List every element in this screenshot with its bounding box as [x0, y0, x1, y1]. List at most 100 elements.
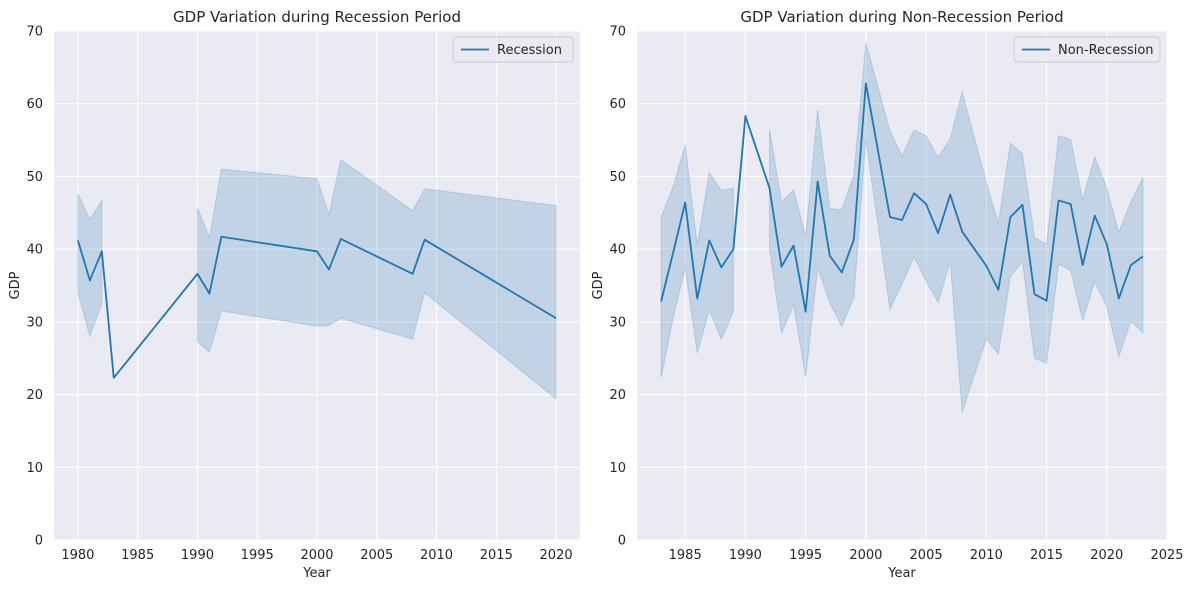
ci-band [196, 158, 557, 400]
data-point [1081, 263, 1085, 267]
ci-band [660, 145, 734, 378]
ci-band [769, 42, 1144, 413]
data-point [912, 191, 916, 195]
y-tick-label: 30 [609, 315, 626, 330]
y-axis-label: GDP [8, 271, 23, 299]
legend-label: Recession [497, 43, 562, 58]
x-tick-label: 2005 [360, 548, 393, 563]
data-point [423, 238, 427, 242]
y-tick-label: 60 [609, 97, 626, 112]
x-tick-label: 1985 [669, 548, 702, 563]
series-line-non-recession [660, 82, 1144, 313]
x-tick-label: 1995 [241, 548, 274, 563]
x-tick-label: 2005 [910, 548, 943, 563]
data-point [960, 230, 964, 234]
x-tick-label: 2020 [540, 548, 573, 563]
grid [637, 30, 1168, 541]
data-point [1045, 299, 1049, 303]
data-point [1020, 203, 1024, 207]
data-point [1105, 242, 1109, 246]
y-tick-label: 0 [35, 534, 43, 549]
y-axis-label: GDP [591, 271, 606, 299]
data-point [339, 237, 343, 241]
data-point [112, 376, 116, 380]
data-point [683, 201, 687, 205]
y-tick-label: 40 [26, 243, 43, 258]
y-tick-label: 60 [26, 97, 43, 112]
data-point [1008, 215, 1012, 219]
data-point [1033, 292, 1037, 296]
legend-label: Non-Recession [1058, 43, 1154, 58]
data-point [327, 268, 331, 272]
data-point [792, 244, 796, 248]
x-tick-label: 1990 [729, 548, 762, 563]
x-tick-label: 1995 [789, 548, 822, 563]
chart-title: GDP Variation during Non-Recession Perio… [740, 8, 1063, 26]
data-point [695, 297, 699, 301]
data-point [100, 249, 104, 253]
x-tick-label: 2010 [420, 548, 453, 563]
data-point [659, 299, 663, 303]
x-axis-label: Year [887, 566, 916, 581]
data-point [780, 265, 784, 269]
y-tick-label: 50 [609, 170, 626, 185]
data-point [554, 316, 558, 320]
data-point [948, 193, 952, 197]
data-point [1069, 202, 1073, 206]
y-tick-label: 30 [26, 315, 43, 330]
data-point [1093, 214, 1097, 218]
data-point [76, 238, 80, 242]
plot-area [637, 31, 1167, 540]
data-point [219, 235, 223, 239]
data-point [1129, 263, 1133, 267]
data-point [816, 180, 820, 184]
data-point [719, 265, 723, 269]
data-point [768, 186, 772, 190]
series-line-recession [77, 235, 557, 379]
data-point [840, 270, 844, 274]
x-axis-label: Year [302, 566, 331, 581]
data-point [1141, 254, 1145, 258]
data-point [707, 238, 711, 242]
data-point [88, 278, 92, 282]
x-tick-label: 2020 [1090, 548, 1123, 563]
data-point [936, 231, 940, 235]
data-point [743, 114, 747, 118]
x-tick-label: 1990 [181, 548, 214, 563]
data-point [924, 202, 928, 206]
data-point [900, 218, 904, 222]
x-tick-label: 2025 [1150, 548, 1183, 563]
x-tick-label: 1985 [121, 548, 154, 563]
data-point [852, 238, 856, 242]
subplot-non-recession: 1985 1990 1995 2000 2005 2010 2015 2020 2025 0 10 2… [591, 8, 1184, 581]
y-tick-label: 50 [26, 170, 43, 185]
y-tick-label: 20 [609, 388, 626, 403]
y-tick-label: 0 [618, 534, 626, 549]
data-point [195, 272, 199, 276]
chart-title: GDP Variation during Recession Period [173, 8, 461, 26]
x-tick-label: 2000 [300, 548, 333, 563]
data-point [828, 254, 832, 258]
data-point [984, 264, 988, 268]
legend-frame [452, 36, 574, 63]
data-point [1057, 198, 1061, 202]
y-tick-label: 20 [26, 388, 43, 403]
data-point [671, 251, 675, 255]
x-tick-label: 2015 [480, 548, 513, 563]
grid [54, 30, 580, 541]
data-point [996, 288, 1000, 292]
y-tick-label: 70 [609, 25, 626, 40]
data-point [315, 249, 319, 253]
ci-band [77, 193, 103, 339]
data-point [804, 310, 808, 314]
y-tick-label: 10 [609, 461, 626, 476]
data-point [731, 247, 735, 251]
data-point [1117, 297, 1121, 301]
x-tick-label: 2000 [849, 548, 882, 563]
x-tick-label: 1980 [61, 548, 94, 563]
y-tick-label: 10 [26, 461, 43, 476]
data-point [411, 272, 415, 276]
ci-bands [77, 158, 557, 400]
data-point [864, 81, 868, 85]
